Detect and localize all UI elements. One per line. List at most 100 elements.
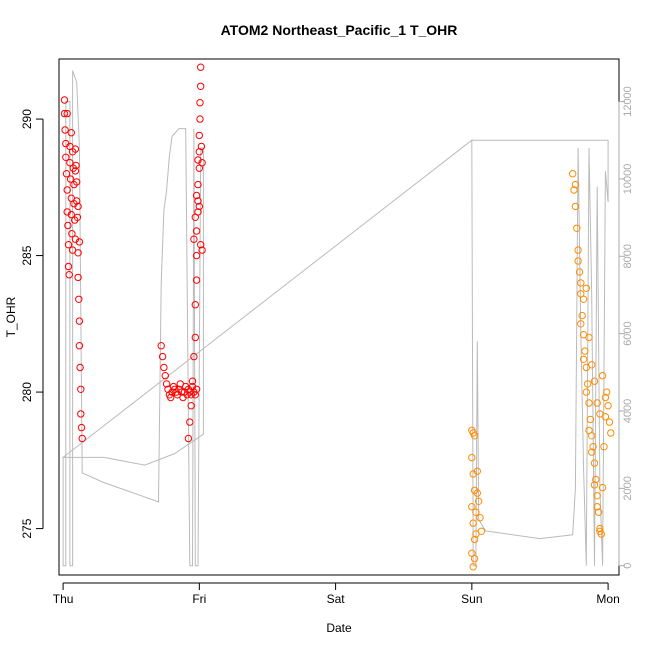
chart-title: ATOM2 Northeast_Pacific_1 T_OHR bbox=[221, 22, 458, 38]
data-point-series-1 bbox=[77, 410, 85, 418]
data-point-series-1 bbox=[67, 210, 76, 219]
data-point-series-1 bbox=[197, 82, 205, 91]
data-point-series-1 bbox=[75, 317, 84, 325]
data-point-series-2 bbox=[470, 554, 479, 563]
data-point-series-1 bbox=[66, 159, 74, 167]
data-point-series-1 bbox=[187, 402, 195, 410]
data-point-series-1 bbox=[77, 423, 86, 432]
y2-tick-label: 2000 bbox=[622, 476, 634, 500]
data-point-series-2 bbox=[579, 295, 588, 303]
data-point-series-2 bbox=[590, 459, 599, 467]
data-point-series-2 bbox=[601, 393, 610, 402]
data-point-series-1 bbox=[184, 434, 193, 443]
data-point-series-2 bbox=[577, 320, 585, 328]
data-point-series-2 bbox=[607, 429, 615, 437]
data-point-series-1 bbox=[75, 295, 83, 303]
data-point-series-2 bbox=[578, 311, 586, 320]
data-point-series-2 bbox=[469, 519, 477, 527]
data-point-series-2 bbox=[588, 448, 596, 456]
data-point-series-1 bbox=[162, 380, 171, 388]
data-point-series-1 bbox=[78, 434, 86, 443]
data-point-series-2 bbox=[468, 503, 476, 511]
data-point-series-2 bbox=[585, 426, 593, 434]
data-point-series-1 bbox=[191, 391, 200, 399]
data-point-series-2 bbox=[473, 489, 481, 497]
data-point-series-2 bbox=[600, 443, 608, 451]
y-axis-right: 0 2000 4000 6000 8000 10000 12000 bbox=[618, 86, 634, 569]
data-point-series-2 bbox=[596, 527, 604, 535]
data-point-series-1 bbox=[64, 262, 73, 271]
y2-tick-label: 12000 bbox=[622, 86, 634, 117]
data-point-series-2 bbox=[477, 527, 486, 535]
data-point-series-2 bbox=[585, 399, 593, 407]
data-point-series-2 bbox=[475, 497, 483, 505]
data-point-series-2 bbox=[593, 399, 601, 407]
data-point-series-1 bbox=[191, 213, 200, 222]
data-point-series-1 bbox=[198, 159, 206, 167]
data-point-series-1 bbox=[192, 227, 201, 235]
data-point-series-2 bbox=[589, 443, 597, 451]
data-point-series-1 bbox=[74, 273, 82, 282]
y2-tick-label: 8000 bbox=[622, 244, 634, 268]
data-point-series-1 bbox=[191, 333, 200, 342]
altitude-line bbox=[61, 70, 609, 567]
data-point-series-2 bbox=[594, 508, 603, 516]
data-point-series-2 bbox=[598, 372, 607, 380]
data-point-series-2 bbox=[468, 453, 476, 462]
y-axis-left: 275 280 285 290 bbox=[20, 109, 44, 539]
data-point-series-1 bbox=[197, 142, 206, 151]
data-point-series-1 bbox=[77, 385, 85, 393]
data-point-series-2 bbox=[596, 410, 604, 418]
data-point-series-2 bbox=[582, 388, 590, 396]
data-point-series-2 bbox=[573, 224, 581, 233]
data-point-series-2 bbox=[592, 475, 600, 484]
data-point-series-2 bbox=[604, 402, 612, 410]
data-point-series-2 bbox=[596, 524, 604, 533]
data-point-series-1 bbox=[68, 230, 76, 238]
data-point-series-1 bbox=[71, 167, 80, 175]
data-point-series-2 bbox=[593, 503, 601, 511]
data-point-series-1 bbox=[62, 170, 71, 178]
data-point-series-2 bbox=[586, 415, 595, 424]
data-point-series-2 bbox=[598, 483, 607, 492]
y2-tick-label: 6000 bbox=[622, 321, 634, 345]
data-point-series-2 bbox=[582, 284, 590, 292]
data-point-series-1 bbox=[195, 202, 204, 211]
data-point-series-2 bbox=[574, 246, 582, 254]
plot-area bbox=[58, 58, 620, 576]
data-point-series-2 bbox=[569, 170, 577, 178]
data-point-series-2 bbox=[584, 380, 592, 388]
data-point-series-2 bbox=[585, 333, 593, 342]
data-point-series-1 bbox=[64, 241, 73, 249]
data-point-series-2 bbox=[476, 514, 484, 522]
data-point-series-2 bbox=[472, 508, 480, 516]
data-point-series-1 bbox=[64, 221, 72, 230]
data-point-series-2 bbox=[577, 279, 585, 287]
y2-tick-label: 10000 bbox=[622, 164, 634, 195]
y-tick-label: 280 bbox=[20, 382, 34, 402]
data-point-series-1 bbox=[157, 342, 165, 350]
data-point-series-1 bbox=[192, 385, 201, 393]
x-tick-label: Fri bbox=[192, 592, 206, 606]
data-point-series-2 bbox=[605, 418, 614, 426]
data-point-series-1 bbox=[75, 342, 84, 350]
x-axis: Thu Fri Sat Sun Mon bbox=[53, 582, 620, 606]
y-tick-label: 285 bbox=[20, 245, 34, 265]
data-point-series-2 bbox=[469, 563, 477, 571]
data-point-series-1 bbox=[197, 241, 205, 249]
data-point-series-1 bbox=[73, 178, 81, 186]
data-point-series-1 bbox=[61, 126, 69, 134]
data-point-series-1 bbox=[62, 153, 70, 162]
data-point-series-1 bbox=[198, 246, 206, 254]
data-point-series-1 bbox=[192, 251, 201, 260]
data-point-series-1 bbox=[197, 63, 205, 71]
data-point-series-1 bbox=[196, 99, 204, 107]
data-point-series-2 bbox=[579, 355, 588, 363]
x-axis-label: Date bbox=[326, 621, 352, 635]
data-point-series-1 bbox=[188, 377, 197, 385]
data-point-series-2 bbox=[575, 268, 584, 276]
data-point-series-2 bbox=[590, 481, 599, 489]
data-point-series-2 bbox=[574, 257, 582, 265]
data-point-series-1 bbox=[74, 202, 82, 211]
